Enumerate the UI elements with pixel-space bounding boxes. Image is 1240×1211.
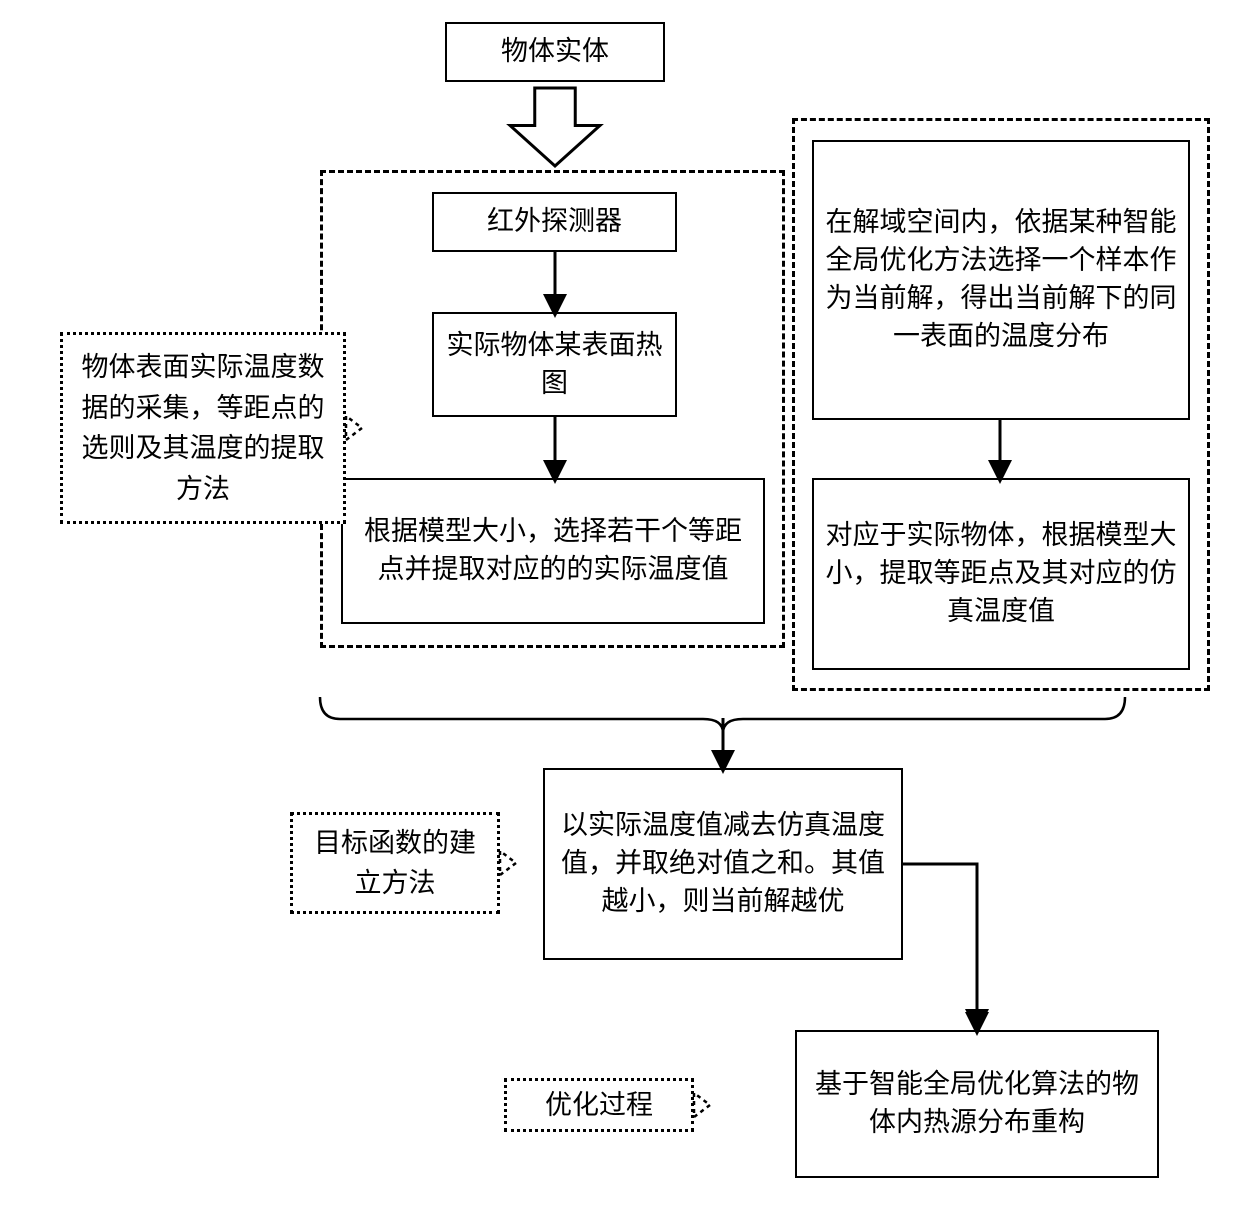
node-text: 物体实体: [501, 33, 609, 71]
label-text: 目标函数的建立方法: [307, 823, 483, 904]
flowchart-canvas: 物体实体 红外探测器 实际物体某表面热图 根据模型大小，选择若干个等距点并提取对…: [0, 0, 1240, 1211]
node-surface-heatmap: 实际物体某表面热图: [432, 312, 677, 417]
node-objective-function: 以实际温度值减去仿真温度值，并取绝对值之和。其值越小，则当前解越优: [543, 768, 903, 960]
label-text: 优化过程: [545, 1085, 653, 1126]
node-infrared-detector: 红外探测器: [432, 192, 677, 252]
node-text: 以实际温度值减去仿真温度值，并取绝对值之和。其值越小，则当前解越优: [555, 807, 891, 920]
node-extract-real-temp: 根据模型大小，选择若干个等距点并提取对应的的实际温度值: [341, 478, 765, 624]
label-data-collection: 物体表面实际温度数据的采集，等距点的选则及其温度的提取方法: [60, 332, 346, 524]
node-text: 实际物体某表面热图: [444, 327, 665, 403]
node-extract-sim-temp: 对应于实际物体，根据模型大小，提取等距点及其对应的仿真温度值: [812, 478, 1190, 670]
node-object-entity: 物体实体: [445, 22, 665, 82]
node-text: 基于智能全局优化算法的物体内热源分布重构: [807, 1066, 1147, 1142]
node-result: 基于智能全局优化算法的物体内热源分布重构: [795, 1030, 1159, 1178]
node-text: 红外探测器: [487, 203, 622, 241]
node-text: 根据模型大小，选择若干个等距点并提取对应的的实际温度值: [353, 513, 753, 589]
label-optimization-process: 优化过程: [504, 1078, 694, 1132]
node-text: 对应于实际物体，根据模型大小，提取等距点及其对应的仿真温度值: [824, 517, 1178, 630]
label-text: 物体表面实际温度数据的采集，等距点的选则及其温度的提取方法: [77, 347, 329, 509]
node-solution-space: 在解域空间内，依据某种智能全局优化方法选择一个样本作为当前解，得出当前解下的同一…: [812, 140, 1190, 420]
label-objective-method: 目标函数的建立方法: [290, 812, 500, 914]
node-text: 在解域空间内，依据某种智能全局优化方法选择一个样本作为当前解，得出当前解下的同一…: [824, 204, 1178, 355]
